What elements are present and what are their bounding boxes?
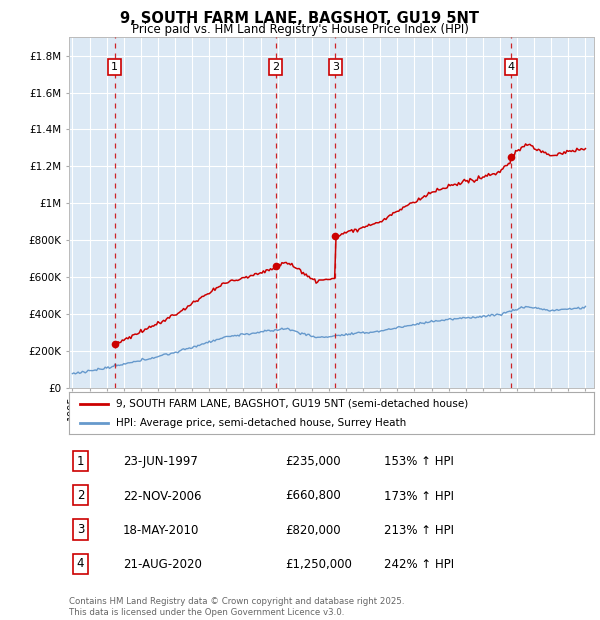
- Text: £235,000: £235,000: [285, 456, 341, 468]
- Text: 1: 1: [77, 455, 84, 467]
- Text: HPI: Average price, semi-detached house, Surrey Heath: HPI: Average price, semi-detached house,…: [116, 418, 407, 428]
- Text: 9, SOUTH FARM LANE, BAGSHOT, GU19 5NT (semi-detached house): 9, SOUTH FARM LANE, BAGSHOT, GU19 5NT (s…: [116, 399, 469, 409]
- Text: £1,250,000: £1,250,000: [285, 558, 352, 570]
- Text: 3: 3: [77, 523, 84, 536]
- Text: 4: 4: [508, 62, 514, 72]
- Text: 21-AUG-2020: 21-AUG-2020: [123, 558, 202, 570]
- Text: 22-NOV-2006: 22-NOV-2006: [123, 490, 202, 502]
- Text: 2: 2: [77, 489, 84, 502]
- Text: Contains HM Land Registry data © Crown copyright and database right 2025.
This d: Contains HM Land Registry data © Crown c…: [69, 598, 404, 617]
- Text: 213% ↑ HPI: 213% ↑ HPI: [384, 524, 454, 536]
- Text: 9, SOUTH FARM LANE, BAGSHOT, GU19 5NT: 9, SOUTH FARM LANE, BAGSHOT, GU19 5NT: [121, 11, 479, 26]
- Text: 3: 3: [332, 62, 339, 72]
- Text: Price paid vs. HM Land Registry's House Price Index (HPI): Price paid vs. HM Land Registry's House …: [131, 24, 469, 36]
- Text: 4: 4: [77, 557, 84, 570]
- Text: £660,800: £660,800: [285, 490, 341, 502]
- Text: 18-MAY-2010: 18-MAY-2010: [123, 524, 199, 536]
- Text: 153% ↑ HPI: 153% ↑ HPI: [384, 456, 454, 468]
- Text: £820,000: £820,000: [285, 524, 341, 536]
- Text: 173% ↑ HPI: 173% ↑ HPI: [384, 490, 454, 502]
- Text: 2: 2: [272, 62, 280, 72]
- Text: 23-JUN-1997: 23-JUN-1997: [123, 456, 198, 468]
- Text: 1: 1: [111, 62, 118, 72]
- Text: 242% ↑ HPI: 242% ↑ HPI: [384, 558, 454, 570]
